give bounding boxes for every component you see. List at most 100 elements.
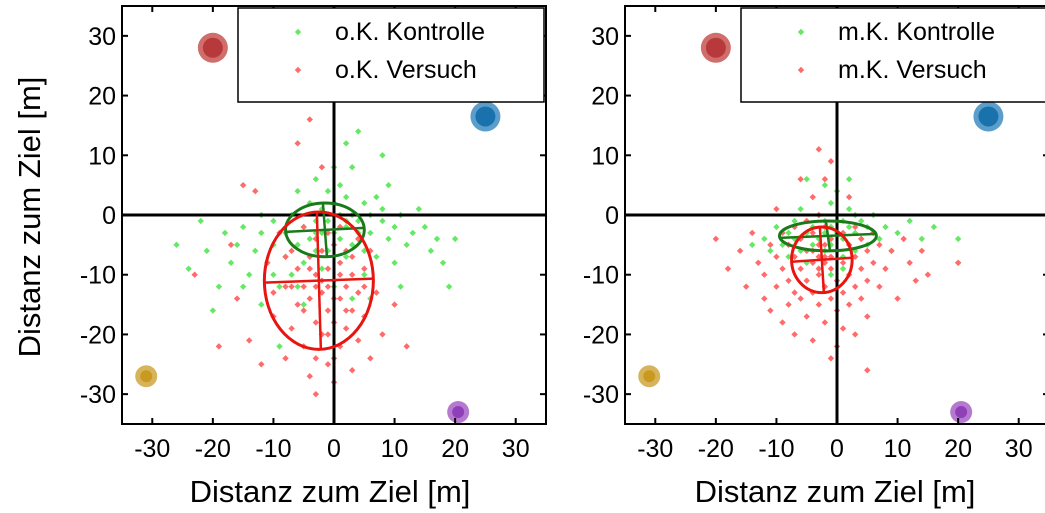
data-point — [294, 301, 301, 308]
data-point — [894, 229, 901, 237]
data-point — [815, 271, 823, 278]
data-point — [749, 241, 756, 249]
y-tick-label: -30 — [80, 381, 116, 409]
data-point — [391, 301, 398, 308]
landmark-marker — [955, 406, 968, 419]
data-point — [851, 253, 859, 260]
data-point — [809, 259, 816, 266]
data-point — [864, 277, 871, 284]
data-point — [815, 301, 823, 308]
data-point — [397, 283, 404, 290]
data-point — [348, 367, 356, 374]
data-point — [858, 217, 865, 225]
legend: m.K. Kontrolle m.K. Versuch — [740, 7, 1045, 103]
data-point — [839, 325, 847, 332]
data-point — [815, 235, 823, 243]
y-tick-label: 0 — [605, 202, 619, 230]
data-point — [839, 259, 847, 266]
data-point — [342, 253, 350, 260]
data-point — [355, 289, 362, 296]
data-point — [954, 259, 962, 266]
data-point — [355, 337, 362, 344]
series-1-ellipse-group — [790, 225, 854, 295]
data-point — [797, 295, 804, 302]
data-point — [845, 301, 853, 308]
data-point — [954, 235, 962, 243]
data-point — [318, 164, 326, 171]
data-point — [233, 295, 241, 302]
data-point — [773, 283, 780, 290]
data-point — [221, 229, 229, 237]
data-point — [324, 187, 332, 195]
legend-label: o.K. Versuch — [335, 56, 477, 84]
data-point — [803, 313, 810, 320]
data-point — [246, 271, 253, 278]
data-point — [361, 265, 368, 272]
data-point — [173, 241, 180, 249]
data-point — [342, 283, 350, 290]
data-point — [373, 193, 380, 201]
data-point — [876, 241, 883, 249]
data-point — [761, 295, 768, 302]
data-point — [294, 283, 301, 290]
data-point — [391, 223, 398, 231]
confidence-ellipse — [790, 225, 854, 295]
data-point — [864, 313, 871, 320]
data-point — [282, 355, 289, 362]
data-point — [803, 259, 810, 266]
data-point — [385, 181, 392, 189]
x-tick-label: -30 — [134, 435, 170, 463]
legend-marker — [797, 28, 805, 36]
data-point — [845, 175, 853, 183]
data-point — [379, 205, 386, 213]
data-point — [827, 199, 835, 207]
data-point — [421, 223, 429, 231]
data-point — [451, 235, 459, 243]
legend-label: m.K. Kontrolle — [838, 18, 995, 46]
data-point — [791, 235, 798, 243]
data-point — [373, 289, 380, 296]
data-point — [712, 235, 720, 243]
data-point — [809, 229, 816, 237]
data-point — [318, 265, 326, 272]
data-point — [924, 271, 932, 278]
data-point — [336, 235, 344, 243]
data-point — [415, 205, 422, 213]
plot-area — [625, 6, 1045, 424]
data-point — [197, 217, 204, 225]
data-point — [391, 259, 398, 266]
x-tick-label: 10 — [884, 435, 912, 463]
data-point — [312, 390, 320, 398]
legend-label: m.K. Versuch — [838, 56, 987, 84]
data-point — [348, 164, 356, 171]
data-point — [809, 241, 816, 249]
data-point — [749, 229, 756, 237]
data-point — [342, 307, 350, 314]
data-point — [821, 319, 829, 326]
confidence-ellipse — [284, 201, 366, 259]
data-point — [894, 295, 901, 302]
data-point — [827, 355, 835, 362]
data-point — [785, 277, 792, 284]
data-point — [288, 247, 295, 255]
data-point — [839, 289, 847, 296]
y-tick-label: 20 — [88, 83, 116, 111]
data-point — [270, 289, 277, 296]
data-point — [809, 337, 816, 344]
data-point — [882, 223, 889, 231]
data-point — [785, 229, 792, 237]
data-point — [767, 241, 774, 249]
data-point — [403, 241, 410, 249]
data-point — [288, 271, 295, 278]
landmark-marker — [202, 37, 223, 58]
data-point — [191, 271, 198, 278]
data-point — [876, 235, 883, 243]
data-point — [827, 158, 835, 165]
data-point — [294, 140, 301, 147]
data-point — [306, 116, 313, 123]
data-point — [845, 205, 853, 213]
data-point — [821, 283, 829, 290]
y-tick-label: 10 — [591, 142, 619, 170]
data-point — [797, 235, 804, 243]
y-tick-label: -30 — [583, 381, 619, 409]
